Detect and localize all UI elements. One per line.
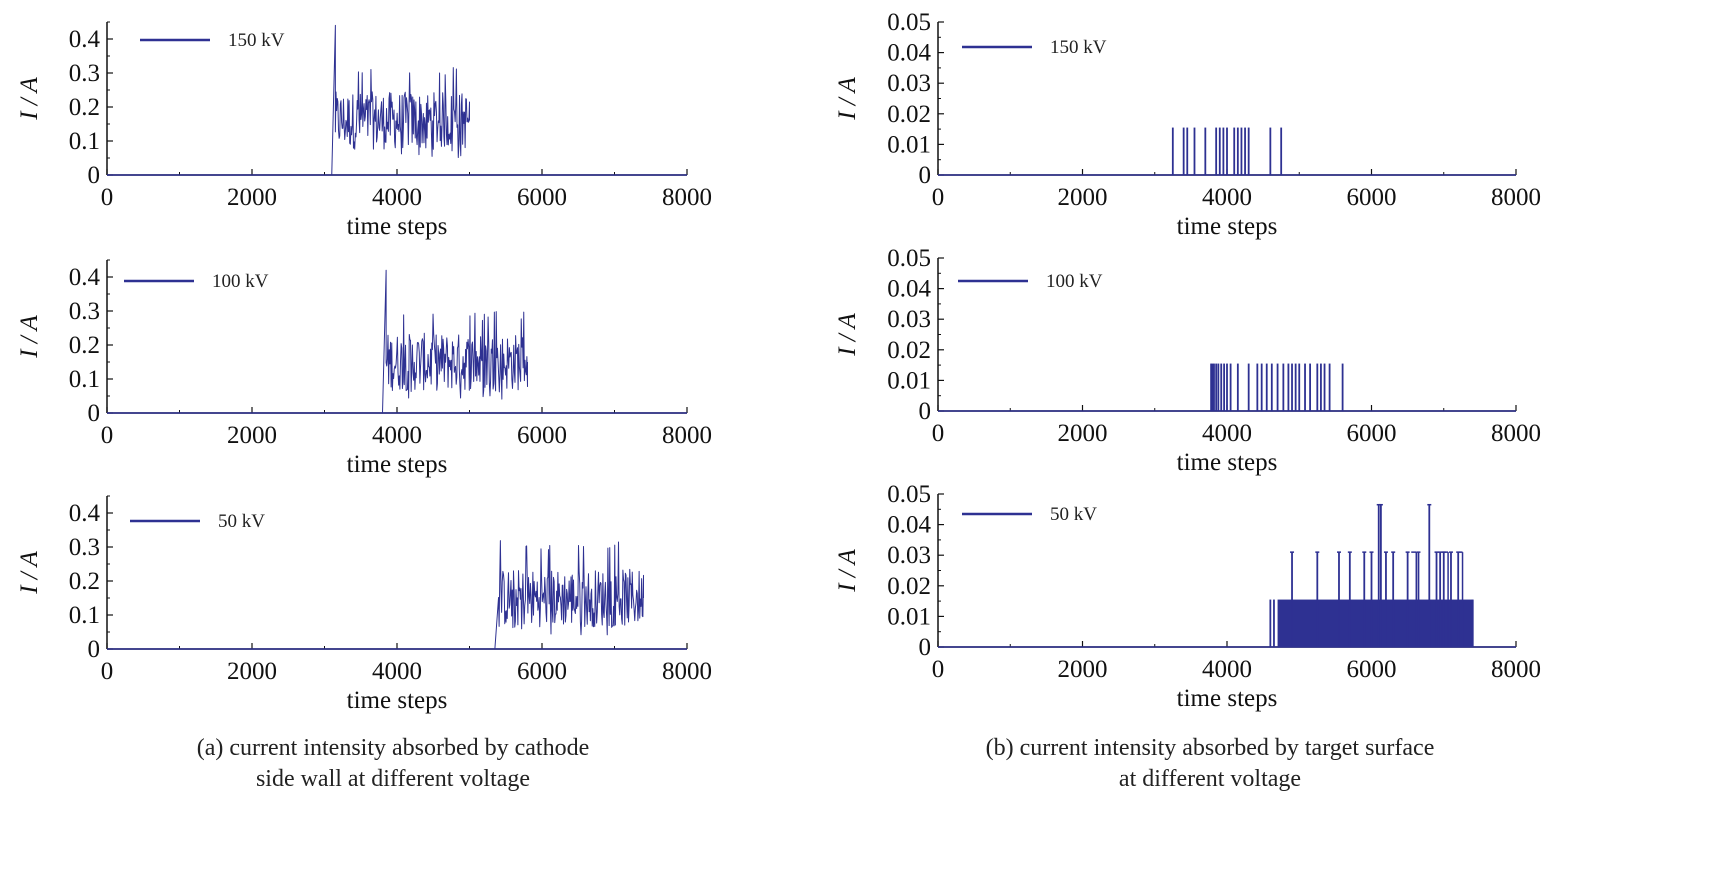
y-axis-label: I / A (16, 550, 43, 594)
legend-label: 150 kV (1050, 37, 1107, 58)
x-tick-label: 0 (932, 420, 945, 447)
y-tick-label: 0.05 (887, 9, 931, 36)
x-tick-label: 2000 (1058, 656, 1108, 683)
y-axis-label: I / A (834, 312, 861, 356)
y-tick-label: 0.05 (887, 245, 931, 272)
y-tick-label: 0.03 (887, 306, 931, 333)
x-axis-label: time steps (347, 451, 448, 478)
y-tick-label: 0.02 (887, 337, 931, 364)
x-tick-label: 4000 (372, 658, 422, 685)
y-tick-label: 0.2 (69, 94, 100, 121)
x-tick-label: 0 (101, 184, 114, 211)
legend-label: 150 kV (228, 30, 285, 51)
x-axis-label: time steps (347, 687, 448, 714)
x-tick-label: 6000 (517, 184, 567, 211)
y-tick-label: 0.3 (69, 534, 100, 561)
legend-label: 50 kV (1050, 504, 1097, 525)
y-axis-label: I / A (834, 76, 861, 120)
x-tick-label: 2000 (227, 658, 277, 685)
x-tick-label: 8000 (662, 422, 712, 449)
x-tick-label: 4000 (1202, 420, 1252, 447)
panel-a-50kV: 0 2000 4000 6000 8000 0 0.1 0.2 0.3 0.4 time steps… (16, 495, 712, 714)
y-tick-label: 0.4 (69, 264, 101, 291)
y-tick-label: 0 (88, 162, 101, 189)
x-axis-label: time steps (347, 213, 448, 240)
x-tick-label: 2000 (227, 422, 277, 449)
series-line (494, 540, 644, 650)
y-tick-label: 0.2 (69, 568, 100, 595)
panel-b-150kV: 0 2000 4000 6000 800000.010.020.030.040.05ti… (834, 9, 1541, 240)
x-tick-label: 4000 (1202, 656, 1252, 683)
y-tick-label: 0.02 (887, 573, 931, 600)
x-tick-label: 0 (932, 656, 945, 683)
y-tick-label: 0.1 (69, 602, 100, 629)
x-tick-label: 2000 (1058, 184, 1108, 211)
x-tick-label: 0 (101, 658, 114, 685)
x-axis-label: time steps (1177, 449, 1278, 476)
y-tick-label: 0 (88, 636, 101, 663)
x-tick-label: 6000 (1347, 420, 1397, 447)
series-line (382, 269, 528, 414)
legend-label: 100 kV (212, 271, 269, 292)
x-axis-label: time steps (1177, 213, 1278, 240)
x-tick-label: 8000 (662, 658, 712, 685)
caption-a: (a) current intensity absorbed by cathod… (197, 735, 590, 761)
x-tick-label: 6000 (517, 658, 567, 685)
x-tick-label: 8000 (662, 184, 712, 211)
y-tick-label: 0.2 (69, 332, 100, 359)
y-tick-label: 0.02 (887, 101, 931, 128)
x-tick-label: 6000 (1347, 184, 1397, 211)
legend-label: 50 kV (218, 511, 265, 532)
panel-a-100kV: 0 2000 4000 6000 8000 0 0.1 0.2 0.3 0.4 time steps… (16, 259, 712, 478)
panel-b-100kV: 0 2000 4000 6000 800000.010.020.030.040.05ti… (834, 245, 1541, 476)
x-tick-label: 0 (101, 422, 114, 449)
y-tick-label: 0.04 (887, 512, 931, 539)
x-tick-label: 2000 (1058, 420, 1108, 447)
y-tick-label: 0.3 (69, 298, 100, 325)
panel-a-150kV: 0 2000 4000 6000 8000 0 0.1 0.2 0.3 0.4 time steps… (16, 21, 712, 240)
x-tick-label: 6000 (517, 422, 567, 449)
x-tick-label: 8000 (1491, 184, 1541, 211)
x-tick-label: 8000 (1491, 420, 1541, 447)
y-tick-label: 0.4 (69, 500, 101, 527)
y-axis-label: I / A (834, 548, 861, 592)
legend-label: 100 kV (1046, 271, 1103, 292)
y-tick-label: 0.05 (887, 481, 931, 508)
caption-a: side wall at different voltage (256, 766, 530, 792)
y-tick-label: 0.4 (69, 26, 101, 53)
x-tick-label: 2000 (227, 184, 277, 211)
panel-b-50kV: 0 2000 4000 6000 800000.010.020.030.040.05ti… (834, 481, 1541, 712)
x-tick-label: 4000 (1202, 184, 1252, 211)
y-axis-label: I / A (16, 76, 43, 120)
y-tick-label: 0.04 (887, 276, 931, 303)
y-tick-label: 0.01 (887, 603, 931, 630)
x-tick-label: 8000 (1491, 656, 1541, 683)
caption-b: at different voltage (1119, 766, 1301, 792)
y-tick-label: 0.1 (69, 366, 100, 393)
x-tick-label: 0 (932, 184, 945, 211)
y-tick-label: 0.01 (887, 131, 931, 158)
y-tick-label: 0.01 (887, 367, 931, 394)
y-tick-label: 0.1 (69, 128, 100, 155)
x-tick-label: 6000 (1347, 656, 1397, 683)
y-tick-label: 0 (919, 634, 932, 661)
y-tick-label: 0.04 (887, 40, 931, 67)
y-tick-label: 0.3 (69, 60, 100, 87)
y-tick-label: 0.03 (887, 542, 931, 569)
y-tick-label: 0 (919, 398, 932, 425)
x-axis-label: time steps (1177, 685, 1278, 712)
y-tick-label: 0 (919, 162, 932, 189)
y-tick-label: 0.03 (887, 70, 931, 97)
series-line (331, 24, 470, 176)
x-tick-label: 4000 (372, 422, 422, 449)
y-tick-label: 0 (88, 400, 101, 427)
y-axis-label: I / A (16, 314, 43, 358)
caption-b: (b) current intensity absorbed by target… (986, 735, 1435, 761)
x-tick-label: 4000 (372, 184, 422, 211)
